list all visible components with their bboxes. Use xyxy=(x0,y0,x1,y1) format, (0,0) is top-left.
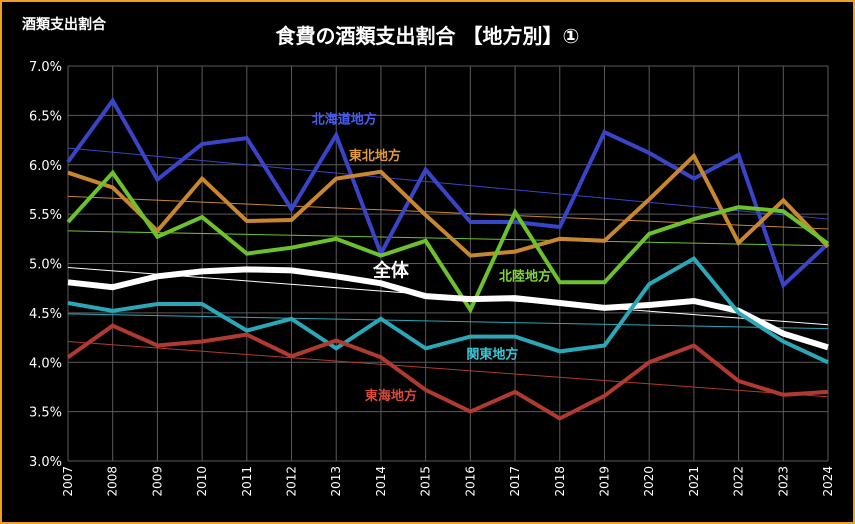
series-label: 全体 xyxy=(372,259,410,281)
x-tick-label: 2023 xyxy=(776,466,790,497)
x-tick-label: 2011 xyxy=(240,466,254,497)
x-tick-label: 2016 xyxy=(463,466,477,497)
series-line xyxy=(66,169,830,315)
trend-line xyxy=(67,147,829,220)
x-tick-label: 2022 xyxy=(732,466,746,497)
grid-lines xyxy=(67,65,829,462)
x-tick-label: 2012 xyxy=(285,466,299,497)
x-tick-label: 2019 xyxy=(597,466,611,497)
series-line xyxy=(66,323,829,421)
trend-line xyxy=(67,341,829,398)
trend-line xyxy=(67,230,829,247)
x-tick-label: 2010 xyxy=(195,466,209,497)
x-tick-label: 2021 xyxy=(687,466,701,497)
y-tick-label: 5.0% xyxy=(29,258,62,273)
axis-ticks: 3.0% 3.5% 4.0% 4.5% 5.0% 5.5% 6.0% 6.5% 7.0% 2007… xyxy=(29,60,835,497)
x-tick-label: 2008 xyxy=(106,466,120,497)
series-lines xyxy=(66,96,830,421)
x-tick-label: 2007 xyxy=(61,466,75,497)
series-label: 関東地方 xyxy=(466,346,518,362)
series-label: 北陸地方 xyxy=(499,268,551,284)
x-tick-label: 2018 xyxy=(553,466,567,497)
x-tick-label: 2013 xyxy=(329,466,343,497)
series-line xyxy=(67,256,829,365)
trend-line xyxy=(67,313,829,330)
y-tick-label: 3.5% xyxy=(29,406,62,421)
x-tick-label: 2024 xyxy=(821,466,835,497)
trend-line xyxy=(67,195,829,230)
series-label: 北海道地方 xyxy=(312,111,377,127)
x-tick-label: 2017 xyxy=(508,466,522,497)
y-tick-label: 6.5% xyxy=(29,109,62,124)
x-tick-label: 2015 xyxy=(419,466,433,497)
series-line xyxy=(67,152,830,258)
y-tick-label: 4.5% xyxy=(29,307,62,322)
y-tick-label: 5.5% xyxy=(29,208,62,223)
series-line xyxy=(67,266,829,351)
x-tick-label: 2009 xyxy=(150,466,164,497)
chart-title: 食費の酒類支出割合 【地方別】① xyxy=(275,24,580,48)
x-tick-label: 2020 xyxy=(642,466,656,497)
y-tick-label: 6.0% xyxy=(29,159,62,174)
x-tick-label: 2014 xyxy=(374,466,388,497)
series-label: 東北地方 xyxy=(349,148,401,164)
y-tick-label: 3.0% xyxy=(29,455,62,470)
y-tick-label: 7.0% xyxy=(29,60,62,75)
y-axis-corner-label: 酒類支出割合 xyxy=(22,17,106,33)
series-label: 東海地方 xyxy=(365,388,417,404)
y-tick-label: 4.0% xyxy=(29,356,62,371)
